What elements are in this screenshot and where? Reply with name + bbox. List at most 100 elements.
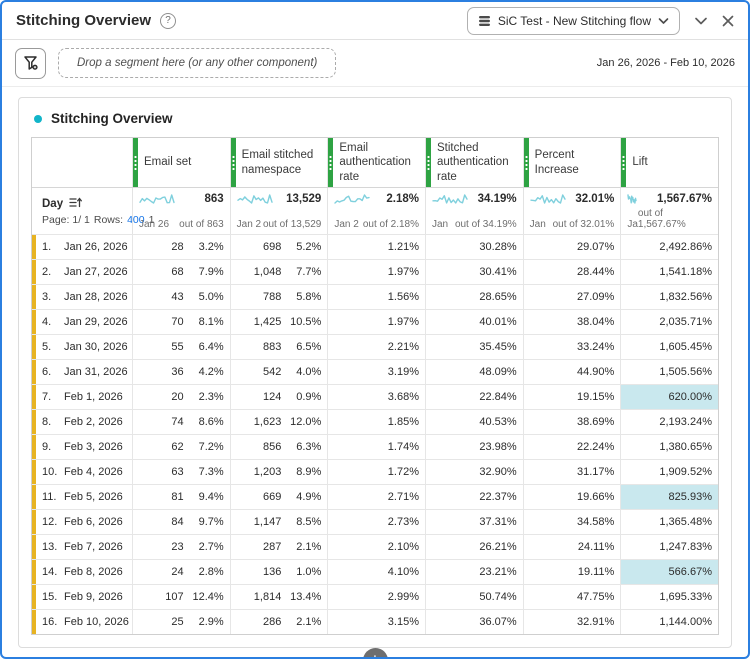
cell-email-stitched-namespace[interactable]: 136 1.0% — [229, 560, 328, 585]
column-drag-handle[interactable] — [621, 138, 627, 188]
row-label-day[interactable]: 16. Feb 10, 2026 — [32, 610, 132, 635]
column-summary-email-stitched-namespace[interactable]: 13,529 Jan 2 out of 13,529 — [229, 188, 328, 235]
cell-email-authentication-rate[interactable]: 2.10% — [327, 535, 425, 560]
cell-email-set[interactable]: 63 7.3% — [132, 460, 230, 485]
cell-email-authentication-rate[interactable]: 1.85% — [327, 410, 425, 435]
cell-percent-increase[interactable]: 28.44% — [522, 260, 621, 285]
cell-email-stitched-namespace[interactable]: 286 2.1% — [229, 610, 328, 635]
help-icon[interactable]: ? — [160, 12, 177, 29]
add-panel-button[interactable]: + — [362, 648, 388, 657]
cell-email-authentication-rate[interactable]: 1.72% — [327, 460, 425, 485]
cell-lift[interactable]: 1,505.56% — [620, 360, 718, 385]
row-label-day[interactable]: 11. Feb 5, 2026 — [32, 485, 132, 510]
cell-stitched-authentication-rate[interactable]: 23.21% — [424, 560, 523, 585]
column-header-email-authentication-rate[interactable]: Email authentication rate — [327, 138, 425, 188]
cell-percent-increase[interactable]: 34.58% — [522, 510, 621, 535]
cell-email-authentication-rate[interactable]: 2.73% — [327, 510, 425, 535]
cell-stitched-authentication-rate[interactable]: 40.53% — [424, 410, 523, 435]
cell-lift[interactable]: 620.00% — [620, 385, 718, 410]
cell-email-stitched-namespace[interactable]: 124 0.9% — [229, 385, 328, 410]
flow-selector[interactable]: SiC Test - New Stitching flow — [466, 6, 680, 35]
cell-email-stitched-namespace[interactable]: 1,814 13.4% — [229, 585, 328, 610]
cell-email-set[interactable]: 70 8.1% — [132, 310, 230, 335]
cell-stitched-authentication-rate[interactable]: 36.07% — [424, 610, 523, 635]
row-label-day[interactable]: 7. Feb 1, 2026 — [32, 385, 132, 410]
cell-email-stitched-namespace[interactable]: 1,425 10.5% — [229, 310, 328, 335]
cell-email-authentication-rate[interactable]: 1.74% — [327, 435, 425, 460]
cell-lift[interactable]: 1,365.48% — [620, 510, 718, 535]
cell-percent-increase[interactable]: 19.66% — [522, 485, 621, 510]
cell-email-stitched-namespace[interactable]: 856 6.3% — [229, 435, 328, 460]
cell-stitched-authentication-rate[interactable]: 50.74% — [424, 585, 523, 610]
cell-email-set[interactable]: 107 12.4% — [132, 585, 230, 610]
cell-email-set[interactable]: 55 6.4% — [132, 335, 230, 360]
date-range[interactable]: Jan 26, 2026 - Feb 10, 2026 — [596, 57, 735, 69]
row-label-day[interactable]: 9. Feb 3, 2026 — [32, 435, 132, 460]
cell-email-authentication-rate[interactable]: 3.68% — [327, 385, 425, 410]
column-drag-handle[interactable] — [425, 138, 431, 188]
row-label-day[interactable]: 15. Feb 9, 2026 — [32, 585, 132, 610]
cell-lift[interactable]: 1,144.00% — [620, 610, 718, 635]
cell-email-authentication-rate[interactable]: 1.97% — [327, 260, 425, 285]
cell-email-authentication-rate[interactable]: 3.15% — [327, 610, 425, 635]
cell-percent-increase[interactable]: 32.91% — [522, 610, 621, 635]
cell-email-authentication-rate[interactable]: 2.21% — [327, 335, 425, 360]
cell-lift[interactable]: 1,832.56% — [620, 285, 718, 310]
cell-lift[interactable]: 2,492.86% — [620, 235, 718, 260]
row-label-day[interactable]: 10. Feb 4, 2026 — [32, 460, 132, 485]
cell-stitched-authentication-rate[interactable]: 37.31% — [424, 510, 523, 535]
cell-percent-increase[interactable]: 44.90% — [522, 360, 621, 385]
cell-stitched-authentication-rate[interactable]: 48.09% — [424, 360, 523, 385]
row-label-day[interactable]: 2. Jan 27, 2026 — [32, 260, 132, 285]
cell-email-set[interactable]: 25 2.9% — [132, 610, 230, 635]
cell-lift[interactable]: 1,380.65% — [620, 435, 718, 460]
row-label-day[interactable]: 13. Feb 7, 2026 — [32, 535, 132, 560]
cell-email-stitched-namespace[interactable]: 1,147 8.5% — [229, 510, 328, 535]
cell-email-set[interactable]: 74 8.6% — [132, 410, 230, 435]
cell-percent-increase[interactable]: 38.69% — [522, 410, 621, 435]
cell-email-set[interactable]: 23 2.7% — [132, 535, 230, 560]
cell-email-authentication-rate[interactable]: 3.19% — [327, 360, 425, 385]
cell-percent-increase[interactable]: 27.09% — [522, 285, 621, 310]
cell-email-stitched-namespace[interactable]: 1,623 12.0% — [229, 410, 328, 435]
cell-email-authentication-rate[interactable]: 2.71% — [327, 485, 425, 510]
column-drag-handle[interactable] — [230, 138, 236, 188]
row-label-day[interactable]: 12. Feb 6, 2026 — [32, 510, 132, 535]
cell-stitched-authentication-rate[interactable]: 30.41% — [424, 260, 523, 285]
cell-email-authentication-rate[interactable]: 2.99% — [327, 585, 425, 610]
cell-email-authentication-rate[interactable]: 4.10% — [327, 560, 425, 585]
row-label-day[interactable]: 1. Jan 26, 2026 — [32, 235, 132, 260]
cell-lift[interactable]: 1,909.52% — [620, 460, 718, 485]
cell-lift[interactable]: 2,035.71% — [620, 310, 718, 335]
cell-percent-increase[interactable]: 24.11% — [522, 535, 621, 560]
cell-percent-increase[interactable]: 33.24% — [522, 335, 621, 360]
row-label-day[interactable]: 5. Jan 30, 2026 — [32, 335, 132, 360]
cell-stitched-authentication-rate[interactable]: 22.84% — [424, 385, 523, 410]
cell-stitched-authentication-rate[interactable]: 26.21% — [424, 535, 523, 560]
column-summary-stitched-authentication-rate[interactable]: 34.19% Jan out of 34.19% — [424, 188, 523, 235]
cell-email-stitched-namespace[interactable]: 287 2.1% — [229, 535, 328, 560]
filter-button[interactable] — [15, 47, 46, 79]
collapse-chevron-icon[interactable] — [694, 16, 708, 26]
cell-email-set[interactable]: 36 4.2% — [132, 360, 230, 385]
cell-email-set[interactable]: 68 7.9% — [132, 260, 230, 285]
row-label-day[interactable]: 3. Jan 28, 2026 — [32, 285, 132, 310]
cell-lift[interactable]: 1,541.18% — [620, 260, 718, 285]
cell-email-stitched-namespace[interactable]: 1,048 7.7% — [229, 260, 328, 285]
column-summary-lift[interactable]: 1,567.67% Ja out of 1,567.67% — [620, 188, 718, 235]
cell-stitched-authentication-rate[interactable]: 30.28% — [424, 235, 523, 260]
segment-dropzone[interactable]: Drop a segment here (or any other compon… — [58, 48, 337, 78]
cell-stitched-authentication-rate[interactable]: 28.65% — [424, 285, 523, 310]
cell-percent-increase[interactable]: 22.24% — [522, 435, 621, 460]
cell-email-set[interactable]: 20 2.3% — [132, 385, 230, 410]
cell-stitched-authentication-rate[interactable]: 22.37% — [424, 485, 523, 510]
day-header-cell[interactable]: Day Page: 1/ 1 Rows: 400 1 — [32, 188, 154, 234]
column-summary-email-authentication-rate[interactable]: 2.18% Jan 2 out of 2.18% — [327, 188, 425, 235]
cell-lift[interactable]: 1,605.45% — [620, 335, 718, 360]
column-summary-email-set[interactable]: 863 Jan 26 out of 863 — [132, 188, 230, 235]
cell-lift[interactable]: 825.93% — [620, 485, 718, 510]
cell-stitched-authentication-rate[interactable]: 40.01% — [424, 310, 523, 335]
cell-email-stitched-namespace[interactable]: 883 6.5% — [229, 335, 328, 360]
column-header-stitched-authentication-rate[interactable]: Stitched authentication rate — [424, 138, 523, 188]
cell-email-stitched-namespace[interactable]: 542 4.0% — [229, 360, 328, 385]
